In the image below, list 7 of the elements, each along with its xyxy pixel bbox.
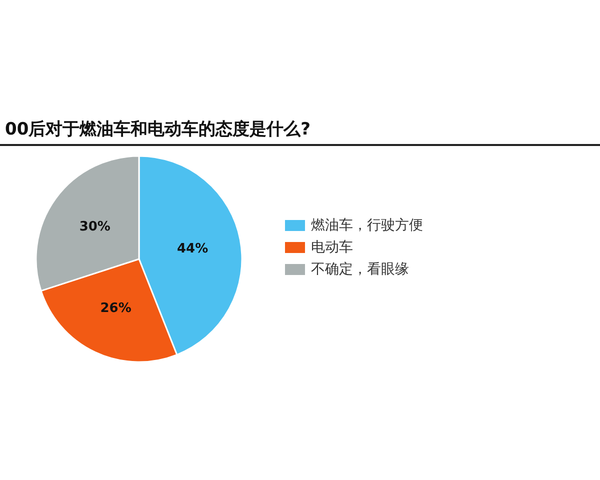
data-label: 30% bbox=[79, 219, 110, 234]
legend-label: 燃油车，行驶方便 bbox=[311, 218, 423, 234]
legend-label: 不确定，看眼缘 bbox=[311, 262, 409, 278]
data-label: 44% bbox=[176, 241, 208, 256]
legend-label: 电动车 bbox=[311, 240, 353, 256]
chart-title: 00后对于燃油车和电动车的态度是什么? bbox=[5, 120, 311, 140]
data-label: 26% bbox=[100, 300, 132, 316]
